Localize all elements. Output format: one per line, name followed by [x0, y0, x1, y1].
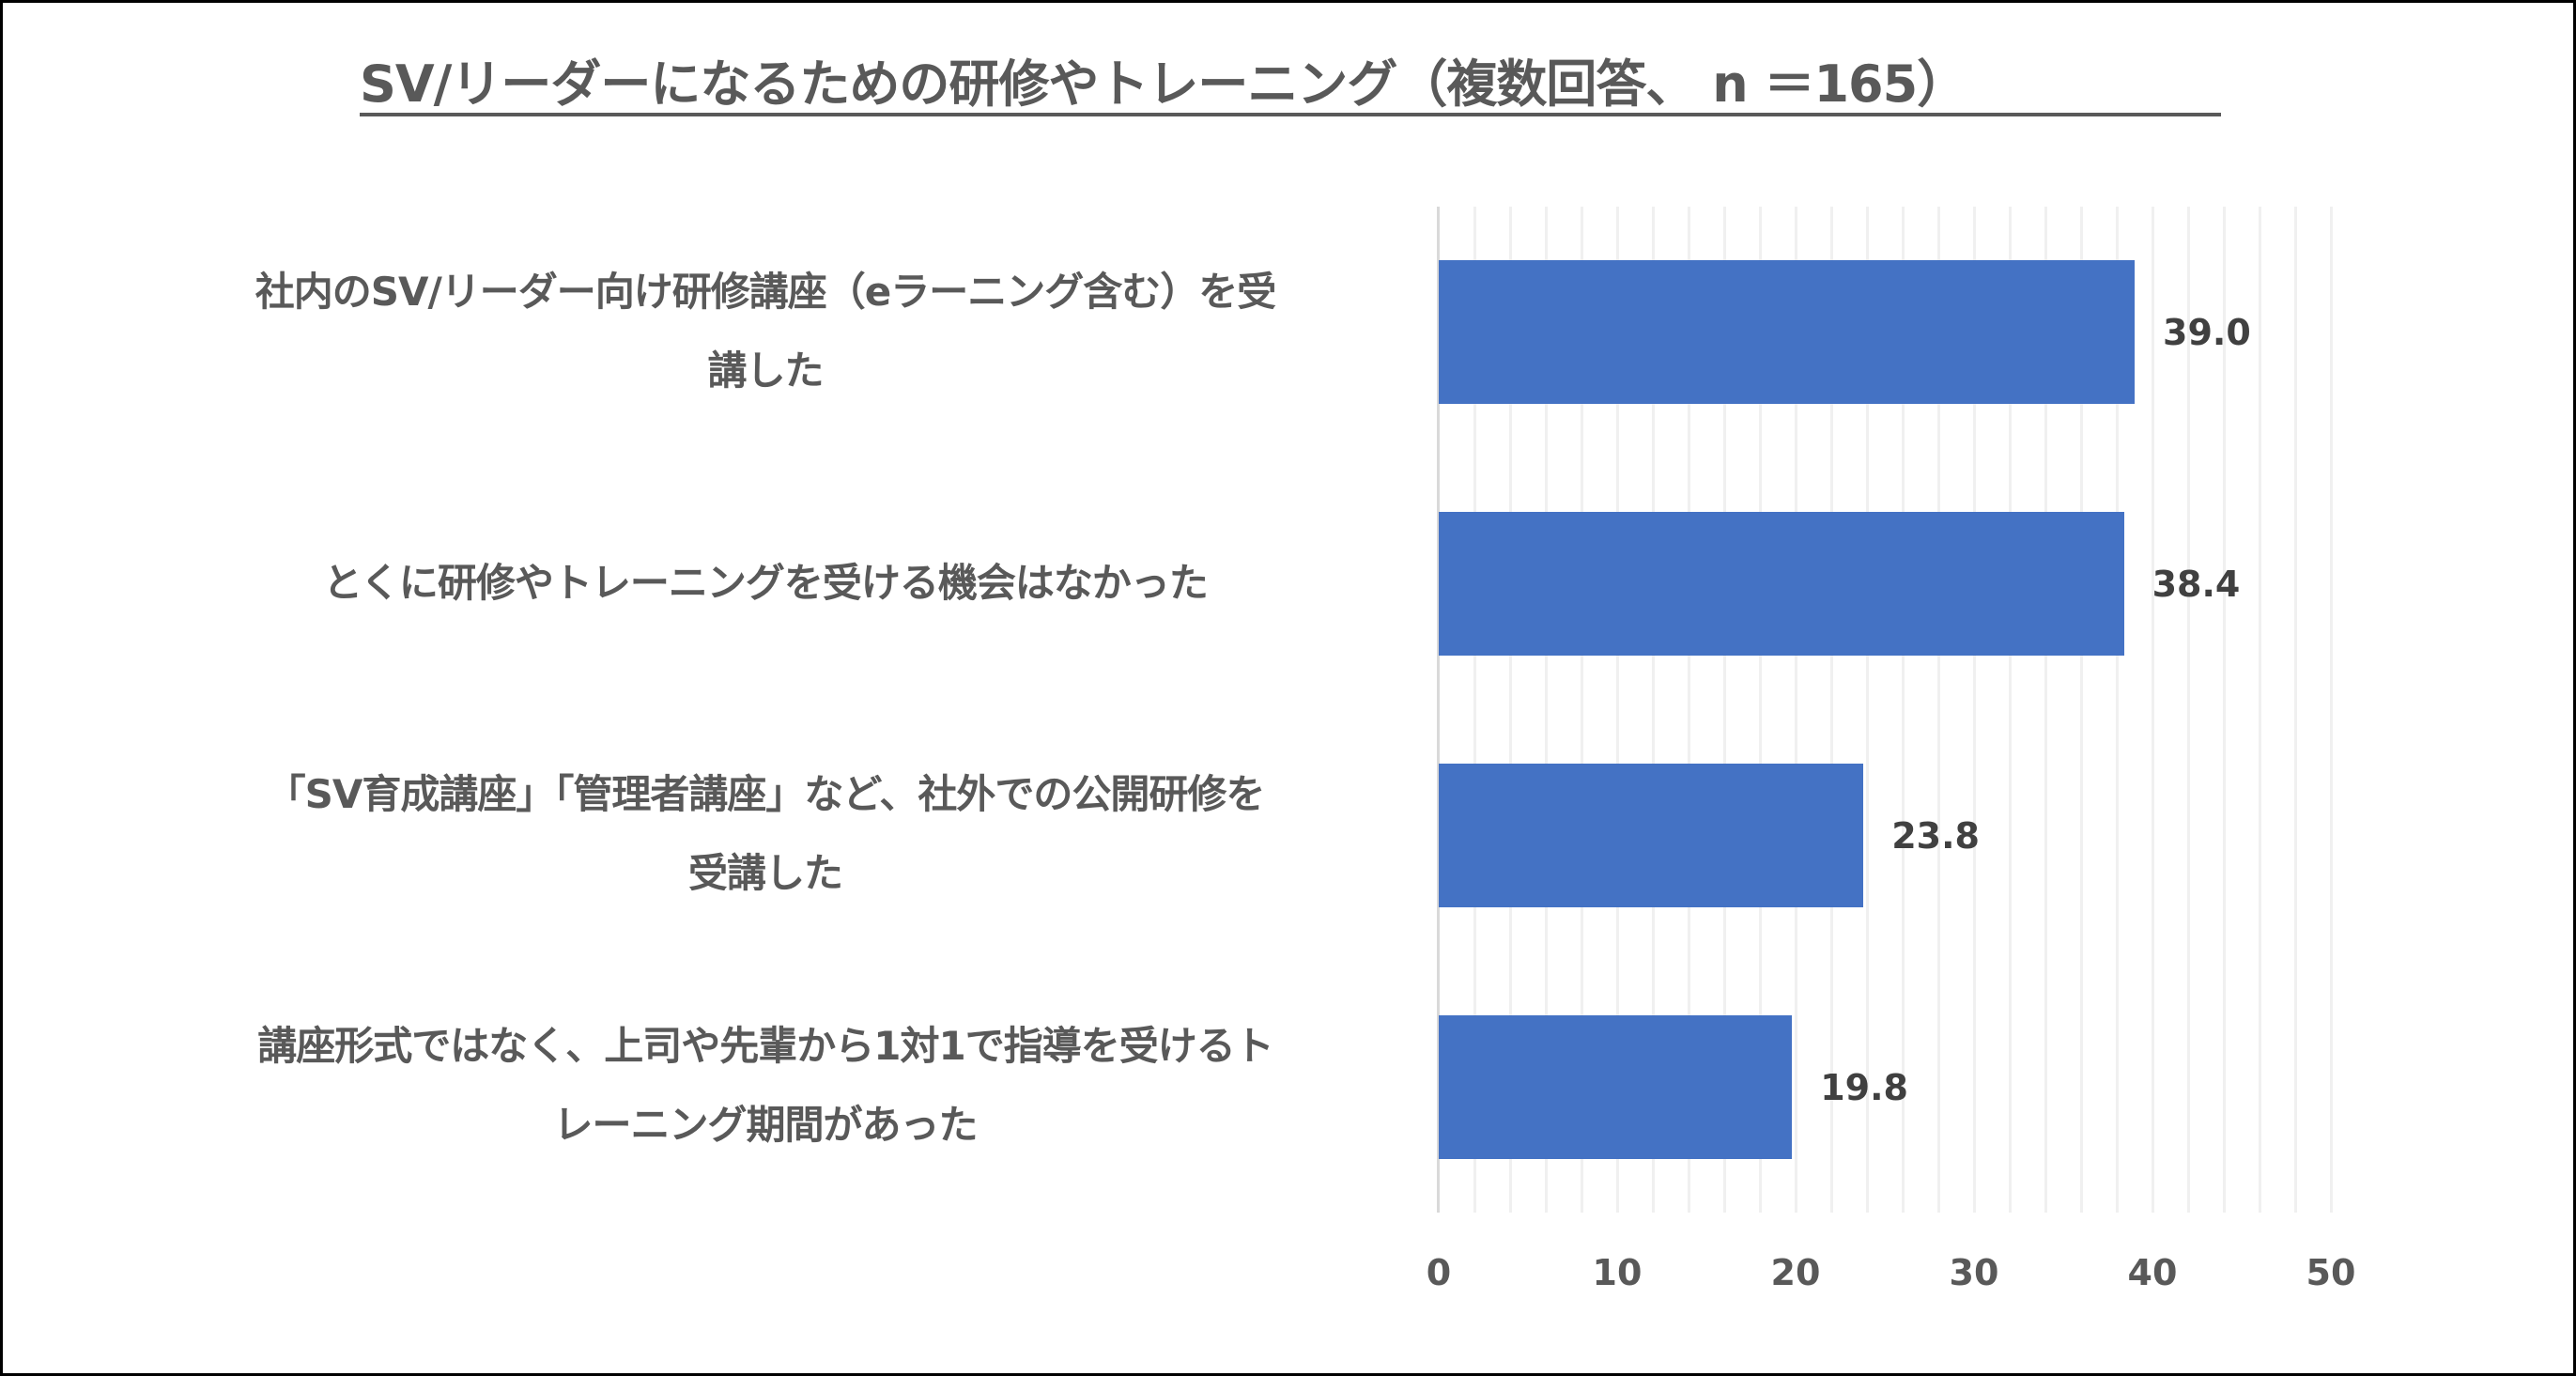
gridline	[1759, 207, 1762, 1213]
category-label-2-line1: とくに研修やトレーニングを受ける機会はなかった	[323, 560, 1209, 606]
category-label-3-line1: 「SV育成講座」「管理者講座」など、社外での公開研修を	[266, 771, 1266, 817]
category-label-2: とくに研修やトレーニングを受ける機会はなかった	[146, 544, 1385, 623]
gridline	[1723, 207, 1726, 1213]
gridline	[2080, 207, 2083, 1213]
gridline	[1616, 207, 1619, 1213]
gridline	[2116, 207, 2119, 1213]
gridline	[2044, 207, 2047, 1213]
bar-2	[1439, 512, 2124, 656]
bar-3-value-label: 23.8	[1891, 815, 1980, 857]
x-tick-30: 30	[1949, 1252, 1999, 1293]
gridline	[1937, 207, 1940, 1213]
bar-1-value-label: 39.0	[2163, 312, 2251, 353]
plot-area: 39.0 38.4 23.8 19.8	[1437, 207, 2333, 1213]
bar-2-value-label: 38.4	[2152, 564, 2241, 605]
gridline	[1473, 207, 1476, 1213]
category-label-3: 「SV育成講座」「管理者講座」など、社外での公開研修を 受講した	[146, 755, 1385, 913]
gridline	[2009, 207, 2012, 1213]
gridline	[1545, 207, 1548, 1213]
gridline	[1581, 207, 1583, 1213]
gridline	[2259, 207, 2261, 1213]
gridline	[2152, 207, 2154, 1213]
gridline	[1688, 207, 1690, 1213]
category-label-3-line2: 受講した	[687, 850, 843, 896]
y-axis-line	[1437, 207, 1440, 1213]
gridline	[2223, 207, 2226, 1213]
gridline	[2187, 207, 2190, 1213]
x-tick-50: 50	[2306, 1252, 2356, 1293]
gridline	[1902, 207, 1905, 1213]
gridline	[1652, 207, 1655, 1213]
x-tick-10: 10	[1592, 1252, 1643, 1293]
gridline	[1973, 207, 1976, 1213]
x-tick-20: 20	[1770, 1252, 1821, 1293]
x-tick-40: 40	[2127, 1252, 2178, 1293]
bar-4	[1439, 1015, 1793, 1159]
chart-title: SV/リーダーになるための研修やトレーニング（複数回答、 n ＝165）	[360, 54, 1967, 114]
gridline	[2294, 207, 2297, 1213]
gridline	[1830, 207, 1833, 1213]
category-label-1: 社内のSV/リーダー向け研修講座（eラーニング含む）を受 講した	[146, 253, 1385, 410]
gridline	[1509, 207, 1512, 1213]
category-label-1-line1: 社内のSV/リーダー向け研修講座（eラーニング含む）を受	[255, 269, 1277, 315]
bar-3	[1439, 764, 1864, 907]
title-underline	[360, 113, 2221, 116]
x-tick-0: 0	[1426, 1252, 1452, 1293]
gridline	[1795, 207, 1797, 1213]
category-label-4-line2: レーニング期間があった	[553, 1102, 978, 1148]
category-label-4: 講座形式ではなく、上司や先輩から1対1で指導を受けるト レーニング期間があった	[146, 1007, 1385, 1165]
gridline	[2330, 207, 2333, 1213]
gridline	[1866, 207, 1869, 1213]
bar-1	[1439, 260, 2135, 404]
category-label-1-line2: 講した	[707, 348, 824, 394]
category-label-4-line1: 講座形式ではなく、上司や先輩から1対1で指導を受けるト	[257, 1023, 1273, 1069]
bar-4-value-label: 19.8	[1820, 1067, 1908, 1108]
